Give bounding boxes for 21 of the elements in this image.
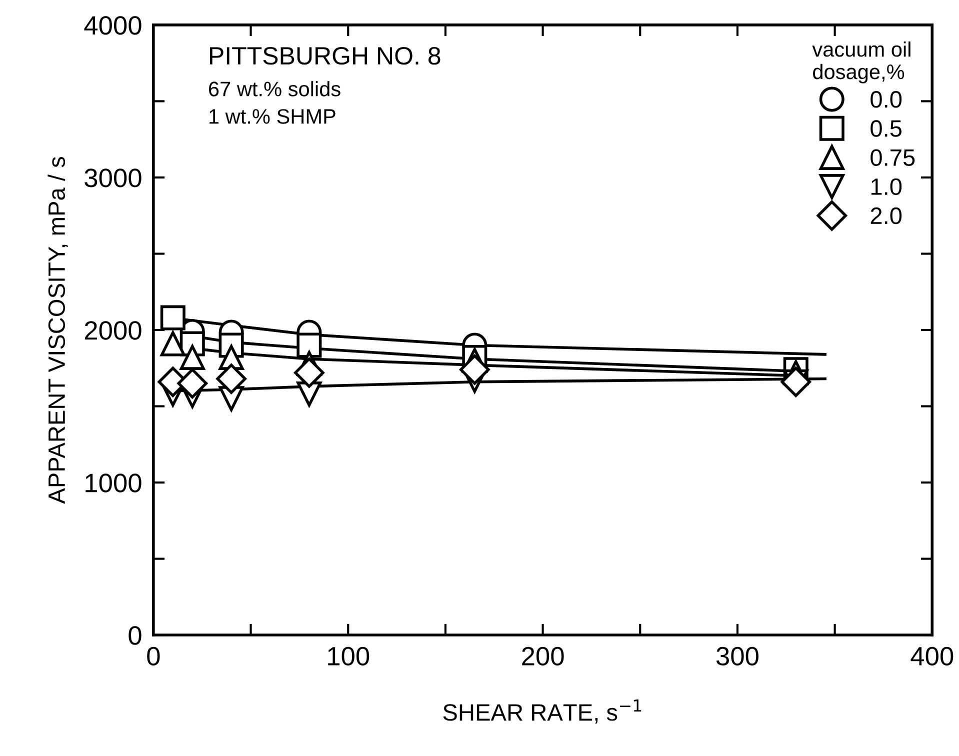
- x-tick-label: 100: [328, 646, 370, 666]
- legend-title: vacuum oil dosage,%: [812, 41, 910, 84]
- y-tick-label: 1000: [86, 474, 142, 492]
- annotation: 1 wt.% SHMP: [210, 109, 336, 124]
- y-tick-label: 3000: [84, 168, 142, 188]
- legend-label: 2.0: [870, 207, 902, 224]
- x-tick-label: 400: [910, 646, 954, 666]
- legend-label: 0.5: [870, 120, 902, 137]
- x-tick-label: 0: [147, 646, 160, 666]
- x-tick-label: 200: [522, 646, 564, 666]
- x-axis-title: SHEAR RATE, s$^{−1}$: [443, 699, 642, 724]
- annotation: 67 wt.% solids: [209, 81, 340, 96]
- y-tick-label: 2000: [84, 321, 142, 340]
- y-tick-label: 0: [128, 626, 142, 645]
- y-axis-title: APPARENT VISCOSITY, mPa / s: [48, 156, 68, 504]
- legend-label: 0.0: [870, 91, 902, 108]
- annotation: PITTSBURGH NO. 8: [210, 46, 440, 65]
- legend-label: 1.0: [871, 178, 902, 196]
- x-tick-label: 300: [716, 646, 758, 666]
- legend-label: 0.75: [870, 149, 915, 166]
- y-tick-label: 4000: [84, 16, 142, 35]
